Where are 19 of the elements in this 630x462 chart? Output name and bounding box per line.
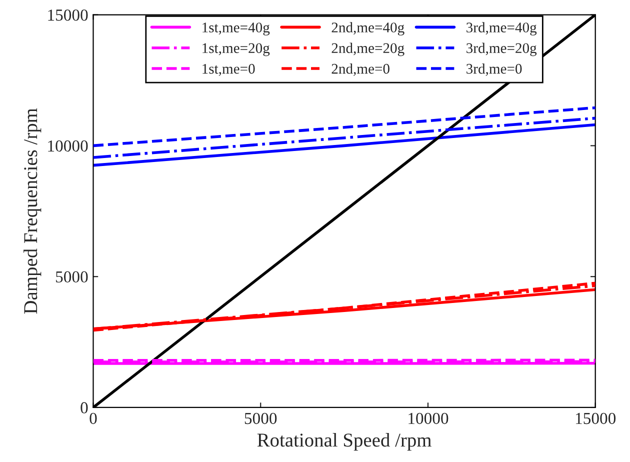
y-tick-label: 0 <box>80 402 88 414</box>
legend-label: 3rd,me=20g <box>466 42 537 56</box>
legend-label: 1st,me=20g <box>202 43 270 56</box>
y-axis-title: Damped Frequencies /rpm <box>24 108 42 314</box>
x-axis-title: Rotational Speed /rpm <box>257 433 432 451</box>
legend-label: 2nd,me=20g <box>332 42 404 56</box>
y-tick-label: 15000 <box>48 9 88 21</box>
x-tick-label: 15000 <box>576 412 616 424</box>
y-tick-label: 10000 <box>48 140 88 152</box>
y-tick-label: 5000 <box>56 271 88 283</box>
legend-label: 1st,me=40g <box>202 22 270 36</box>
x-tick-label: 10000 <box>408 412 448 424</box>
legend-label: 3rd,me=0 <box>466 63 522 76</box>
legend-label: 3rd,me=40g <box>466 22 537 36</box>
legend-label: 2nd,me=0 <box>332 63 390 76</box>
x-tick-label: 5000 <box>244 412 277 424</box>
x-tick-label: 0 <box>90 412 97 424</box>
legend-label: 2nd,me=40g <box>332 22 404 36</box>
legend-label: 1st,me=0 <box>202 64 255 76</box>
